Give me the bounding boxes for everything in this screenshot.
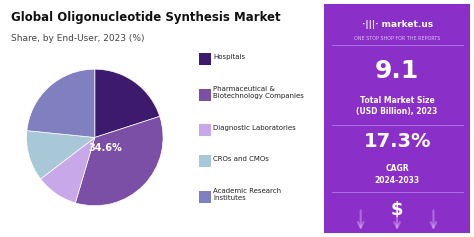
Wedge shape: [27, 69, 95, 137]
Text: CAGR
2024-2033: CAGR 2024-2033: [374, 164, 419, 185]
Text: CROs and CMOs: CROs and CMOs: [213, 156, 269, 162]
Text: ·|||· market.us: ·|||· market.us: [362, 20, 433, 29]
Text: Pharmaceutical &
Biotechnology Companies: Pharmaceutical & Biotechnology Companies: [213, 86, 304, 99]
Wedge shape: [75, 116, 163, 206]
Text: Academic Research
Institutes: Academic Research Institutes: [213, 188, 282, 201]
FancyBboxPatch shape: [324, 4, 470, 233]
Text: 17.3%: 17.3%: [364, 132, 431, 151]
Text: Diagnostic Laboratories: Diagnostic Laboratories: [213, 125, 296, 131]
Text: Share, by End-User, 2023 (%): Share, by End-User, 2023 (%): [10, 34, 144, 43]
Text: Global Oligonucleotide Synthesis Market: Global Oligonucleotide Synthesis Market: [10, 11, 280, 24]
Text: 9.1: 9.1: [375, 59, 419, 83]
Text: ONE STOP SHOP FOR THE REPORTS: ONE STOP SHOP FOR THE REPORTS: [354, 36, 440, 41]
Text: Hospitals: Hospitals: [213, 54, 246, 60]
Text: 34.6%: 34.6%: [88, 143, 122, 153]
Text: Total Market Size
(USD Billion), 2023: Total Market Size (USD Billion), 2023: [356, 96, 438, 116]
Wedge shape: [27, 131, 95, 179]
Wedge shape: [95, 69, 160, 137]
Wedge shape: [41, 137, 95, 203]
Text: $: $: [391, 201, 403, 219]
